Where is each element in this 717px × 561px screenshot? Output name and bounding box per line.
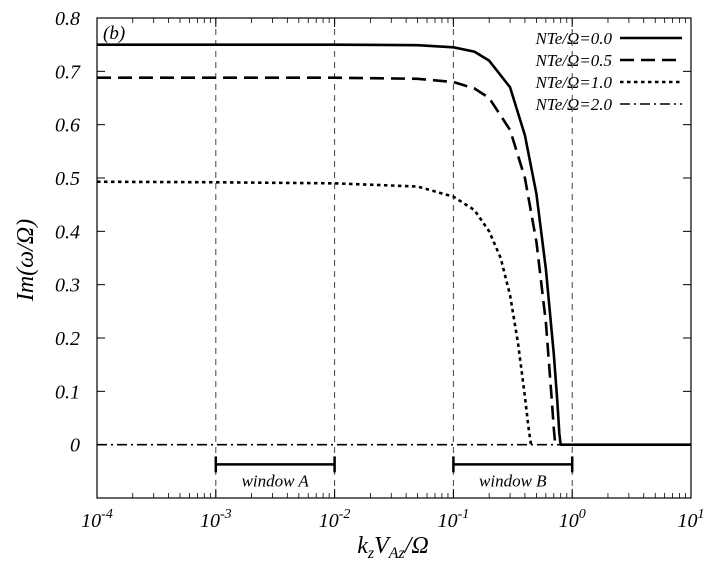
panel-label: (b)	[103, 23, 125, 44]
x-tick-label: 100	[559, 507, 586, 532]
window-label: window B	[479, 471, 547, 490]
legend-label: NTe/Ω=2.0	[534, 95, 612, 114]
x-axis-title: kzVAz/Ω	[357, 533, 429, 561]
y-tick-label: 0	[70, 435, 80, 457]
reference-lines	[215, 18, 573, 498]
x-tick-label: 10-2	[319, 507, 351, 532]
series-line-2	[97, 76, 557, 445]
x-tick-label: 10-1	[438, 507, 470, 532]
y-tick-label: 0.7	[55, 61, 81, 83]
y-tick-label: 0.5	[55, 168, 80, 190]
x-tick-label: 10-3	[200, 507, 232, 532]
window-label: window A	[242, 471, 310, 490]
plot-frame	[96, 17, 692, 499]
legend-label: NTe/Ω=1.0	[534, 73, 612, 92]
x-tick-label: 10-4	[81, 507, 113, 532]
axis-ticks: 0 0.1 0.2 0.3 0.4 0.5 0.6 0.7 0.8 10-4 10-3 10-2 10-…	[55, 8, 705, 532]
y-tick-label: 0.2	[55, 328, 80, 350]
series-line-3	[96, 180, 533, 445]
y-tick-label: 0.4	[55, 221, 80, 243]
plot-border	[96, 17, 692, 499]
legend-label: NTe/Ω=0.5	[534, 51, 612, 70]
y-axis-title: Im(ω/Ω)	[13, 219, 39, 302]
y-tick-label: 0.3	[55, 275, 80, 297]
y-tick-label: 0.1	[55, 381, 80, 403]
window-marker-1: window A	[214, 456, 336, 490]
window-marker-2: window B	[452, 456, 574, 490]
series-line-1	[97, 43, 691, 446]
legend-label: NTe/Ω=0.0	[534, 29, 612, 48]
window-markers: window A window B	[214, 456, 574, 490]
x-tick-label: 101	[678, 507, 705, 532]
y-tick-label: 0.6	[55, 115, 80, 137]
legend: NTe/Ω=0.0 NTe/Ω=0.5 NTe/Ω=1.0 NTe/Ω=2.0	[534, 29, 682, 114]
data-series	[96, 43, 691, 446]
y-tick-label: 0.8	[55, 8, 80, 30]
